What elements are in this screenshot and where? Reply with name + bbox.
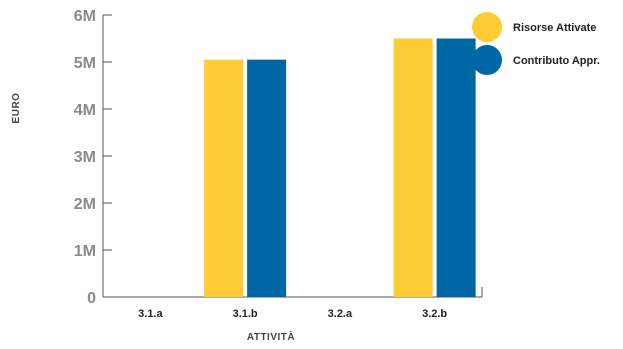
- bar-3-2-b-risorse: [393, 38, 433, 297]
- bar-3-2-b-contributo: [436, 38, 476, 297]
- legend-label: Risorse Attivate: [513, 22, 596, 34]
- legend-swatch: [472, 12, 502, 42]
- x-tick-label: 3.1.b: [233, 308, 258, 320]
- legend: Risorse Attivate Contributo Appr.: [472, 12, 600, 75]
- x-tick-label: 3.2.b: [422, 308, 447, 320]
- x-tick-label: 3.2.a: [328, 308, 353, 320]
- x-tick-label: 3.1.a: [138, 308, 163, 320]
- y-tick-label: 3M: [74, 149, 96, 166]
- y-axis-label: EURO: [11, 93, 22, 124]
- legend-label: Contributo Appr.: [513, 55, 600, 67]
- y-tick-label: 1M: [74, 243, 96, 260]
- y-tick-label: 4M: [74, 102, 96, 119]
- bars: [204, 38, 476, 298]
- x-ticks: 3.1.a 3.1.b 3.2.a 3.2.b: [138, 308, 447, 320]
- bar-3-1-b-risorse: [204, 59, 244, 298]
- legend-swatch: [472, 45, 502, 75]
- y-tick-label: 2M: [74, 196, 96, 213]
- bar-3-1-b-contributo: [247, 59, 287, 298]
- x-axis-label: ATTIVITÀ: [247, 330, 295, 343]
- y-tick-label: 0: [87, 290, 96, 307]
- y-tick-label: 5M: [74, 55, 96, 72]
- y-tick-label: 6M: [74, 8, 96, 25]
- y-ticks: 0 1M 2M 3M 4M 5M 6M: [74, 8, 112, 307]
